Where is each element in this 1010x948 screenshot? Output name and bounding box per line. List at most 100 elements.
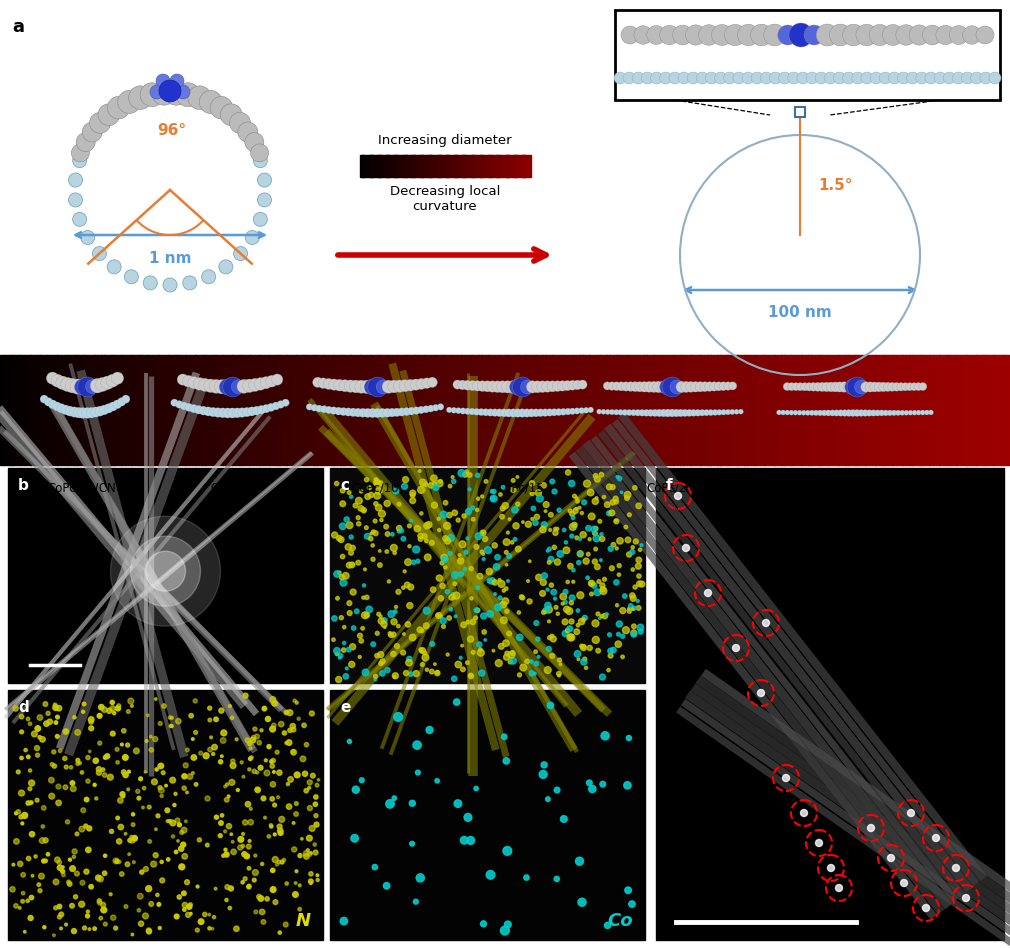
Circle shape bbox=[103, 922, 107, 926]
Circle shape bbox=[466, 537, 469, 539]
Circle shape bbox=[504, 654, 509, 660]
Circle shape bbox=[93, 758, 98, 763]
Bar bbox=[980, 355, 984, 465]
Circle shape bbox=[351, 626, 356, 630]
Circle shape bbox=[340, 555, 344, 558]
Bar bbox=[967, 355, 970, 465]
Circle shape bbox=[340, 501, 345, 506]
Bar bbox=[629, 355, 633, 465]
Circle shape bbox=[70, 866, 76, 871]
Circle shape bbox=[152, 779, 158, 785]
Circle shape bbox=[788, 72, 800, 84]
Bar bbox=[949, 355, 953, 465]
Bar bbox=[542, 355, 545, 465]
Circle shape bbox=[669, 72, 681, 84]
Bar bbox=[300, 355, 303, 465]
Bar bbox=[414, 155, 416, 177]
Circle shape bbox=[382, 380, 395, 393]
Bar bbox=[377, 355, 381, 465]
Bar bbox=[508, 355, 512, 465]
Circle shape bbox=[449, 608, 452, 611]
Circle shape bbox=[355, 609, 359, 613]
Circle shape bbox=[143, 276, 158, 290]
Circle shape bbox=[660, 379, 676, 395]
Bar bbox=[263, 355, 267, 465]
Circle shape bbox=[461, 622, 467, 628]
Circle shape bbox=[131, 933, 133, 936]
Circle shape bbox=[453, 582, 457, 586]
Circle shape bbox=[460, 656, 463, 659]
Circle shape bbox=[388, 631, 392, 635]
Circle shape bbox=[187, 774, 193, 779]
Circle shape bbox=[298, 853, 302, 858]
Bar bbox=[795, 355, 798, 465]
Circle shape bbox=[486, 568, 493, 574]
Bar bbox=[400, 155, 401, 177]
Bar bbox=[381, 155, 382, 177]
Circle shape bbox=[237, 122, 258, 142]
Circle shape bbox=[428, 483, 433, 488]
Circle shape bbox=[121, 770, 126, 775]
Bar bbox=[364, 355, 368, 465]
Circle shape bbox=[153, 737, 158, 741]
Text: e: e bbox=[340, 700, 350, 715]
Circle shape bbox=[37, 883, 40, 886]
Circle shape bbox=[99, 917, 103, 920]
Circle shape bbox=[89, 726, 94, 731]
Circle shape bbox=[439, 614, 442, 617]
Bar bbox=[815, 355, 818, 465]
Circle shape bbox=[241, 845, 244, 848]
Circle shape bbox=[631, 629, 636, 636]
Circle shape bbox=[572, 569, 575, 572]
Circle shape bbox=[95, 797, 98, 800]
Circle shape bbox=[404, 582, 410, 588]
Circle shape bbox=[72, 144, 89, 162]
Bar bbox=[656, 355, 661, 465]
Circle shape bbox=[447, 535, 454, 541]
Bar bbox=[835, 355, 838, 465]
Circle shape bbox=[230, 716, 233, 720]
Circle shape bbox=[278, 829, 283, 833]
Circle shape bbox=[443, 501, 447, 505]
Circle shape bbox=[346, 522, 352, 529]
Circle shape bbox=[412, 407, 420, 414]
Circle shape bbox=[409, 800, 415, 807]
Bar bbox=[462, 155, 464, 177]
Circle shape bbox=[304, 742, 309, 747]
Circle shape bbox=[526, 381, 538, 393]
Bar bbox=[403, 155, 405, 177]
Circle shape bbox=[564, 547, 570, 554]
Circle shape bbox=[339, 408, 347, 415]
Circle shape bbox=[569, 481, 575, 486]
Bar bbox=[17, 355, 20, 465]
Circle shape bbox=[510, 540, 514, 544]
Circle shape bbox=[797, 72, 809, 84]
Circle shape bbox=[57, 705, 62, 711]
Bar bbox=[492, 355, 495, 465]
Circle shape bbox=[922, 25, 942, 45]
Bar bbox=[364, 155, 365, 177]
Circle shape bbox=[14, 839, 19, 844]
Bar bbox=[559, 355, 563, 465]
Circle shape bbox=[80, 881, 85, 885]
Circle shape bbox=[498, 596, 502, 600]
Bar bbox=[603, 355, 606, 465]
Circle shape bbox=[41, 859, 45, 863]
Circle shape bbox=[350, 589, 357, 595]
Circle shape bbox=[482, 629, 487, 634]
Circle shape bbox=[291, 727, 296, 732]
Circle shape bbox=[205, 796, 210, 801]
Circle shape bbox=[143, 90, 158, 104]
Bar bbox=[405, 155, 407, 177]
Circle shape bbox=[155, 828, 158, 830]
Bar bbox=[462, 355, 465, 465]
Circle shape bbox=[258, 193, 272, 207]
Bar bbox=[821, 355, 825, 465]
Circle shape bbox=[487, 578, 492, 583]
Circle shape bbox=[883, 410, 889, 416]
Circle shape bbox=[224, 785, 226, 788]
Circle shape bbox=[82, 122, 102, 142]
Circle shape bbox=[292, 847, 297, 852]
Circle shape bbox=[505, 563, 508, 566]
Circle shape bbox=[336, 536, 342, 541]
